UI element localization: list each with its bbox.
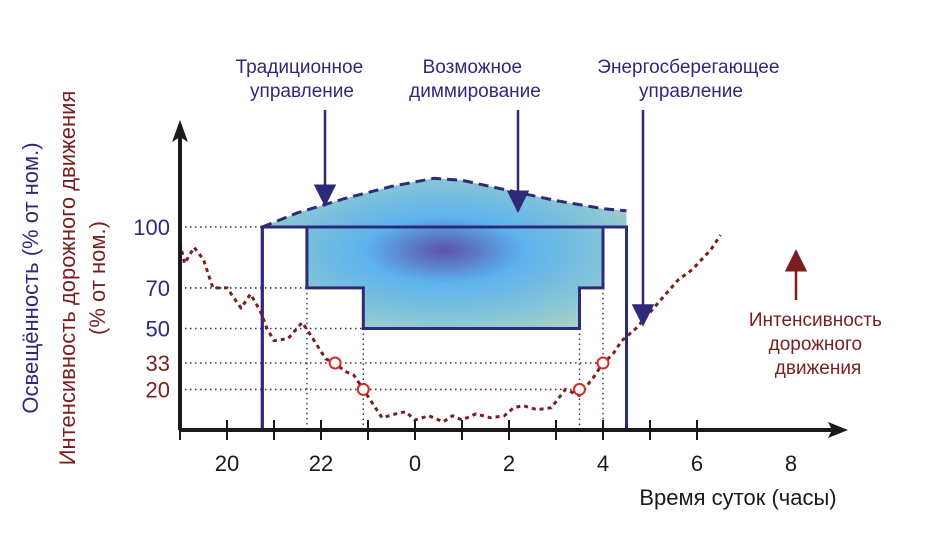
series-dimming (261, 176, 627, 229)
series-energy-saving (260, 225, 628, 430)
annotation-dimming-line1: Возможное (423, 57, 523, 78)
traffic-marker-2 (573, 382, 586, 396)
traffic-markers (328, 356, 610, 396)
x-axis-title: Время суток (часы) (639, 485, 836, 510)
x-tick-label-20: 20 (215, 451, 239, 476)
annotation-saving-line1: Энергосберегающее (597, 57, 779, 78)
annotation-traffic-line2: дорожного (769, 334, 862, 355)
dimming-area (262, 178, 627, 329)
plot-lines (178, 176, 722, 430)
annotation-arrows (313, 110, 808, 327)
series-traffic (178, 234, 722, 424)
traffic-marker-0 (328, 356, 342, 370)
x-tick-label-8: 8 (785, 451, 797, 476)
y-axis-arrowhead (172, 120, 188, 142)
annotation-traditional: Традиционное управление (236, 57, 369, 102)
x-tick-label-6: 6 (691, 451, 703, 476)
x-tick-labels: 20 22 0 2 4 6 8 (215, 451, 797, 476)
traffic-marker-3 (596, 356, 610, 370)
y-tick-label-33: 33 (146, 351, 170, 376)
dimming-fill (262, 178, 627, 329)
y-axis-title-primary: Освещённость (% от ном.) (18, 142, 43, 413)
x-tick-label-2: 2 (503, 451, 515, 476)
annotation-traffic-line3: движения (775, 358, 861, 379)
x-tick-label-4: 4 (597, 451, 609, 476)
annotation-traditional-line1: Традиционное (236, 57, 364, 78)
y-tick-label-70: 70 (146, 276, 170, 301)
x-axis-arrowhead (828, 422, 848, 438)
y-axis-title-secondary-unit: (% от ном.) (85, 221, 110, 335)
traffic-marker-1 (356, 382, 370, 396)
x-tick-label-0: 0 (409, 451, 421, 476)
y-tick-label-50: 50 (146, 317, 170, 342)
y-tick-label-20: 20 (146, 377, 170, 402)
annotation-dimming-line2: диммирование (409, 81, 541, 102)
annotation-dimming: Возможное диммирование (409, 57, 541, 102)
annotation-saving: Энергосберегающее управление (597, 57, 784, 102)
y-tick-label-100: 100 (133, 215, 170, 240)
x-axis-ticks (179, 420, 698, 440)
annotation-traffic-line1: Интенсивность (749, 310, 882, 331)
annotation-traditional-line2: управление (250, 81, 354, 102)
y-axis-title-secondary: Интенсивность дорожного движения (55, 91, 80, 466)
annotation-traffic: Интенсивность дорожного движения (749, 310, 887, 379)
annotation-saving-line2: управление (639, 81, 743, 102)
x-tick-label-22: 22 (309, 451, 333, 476)
